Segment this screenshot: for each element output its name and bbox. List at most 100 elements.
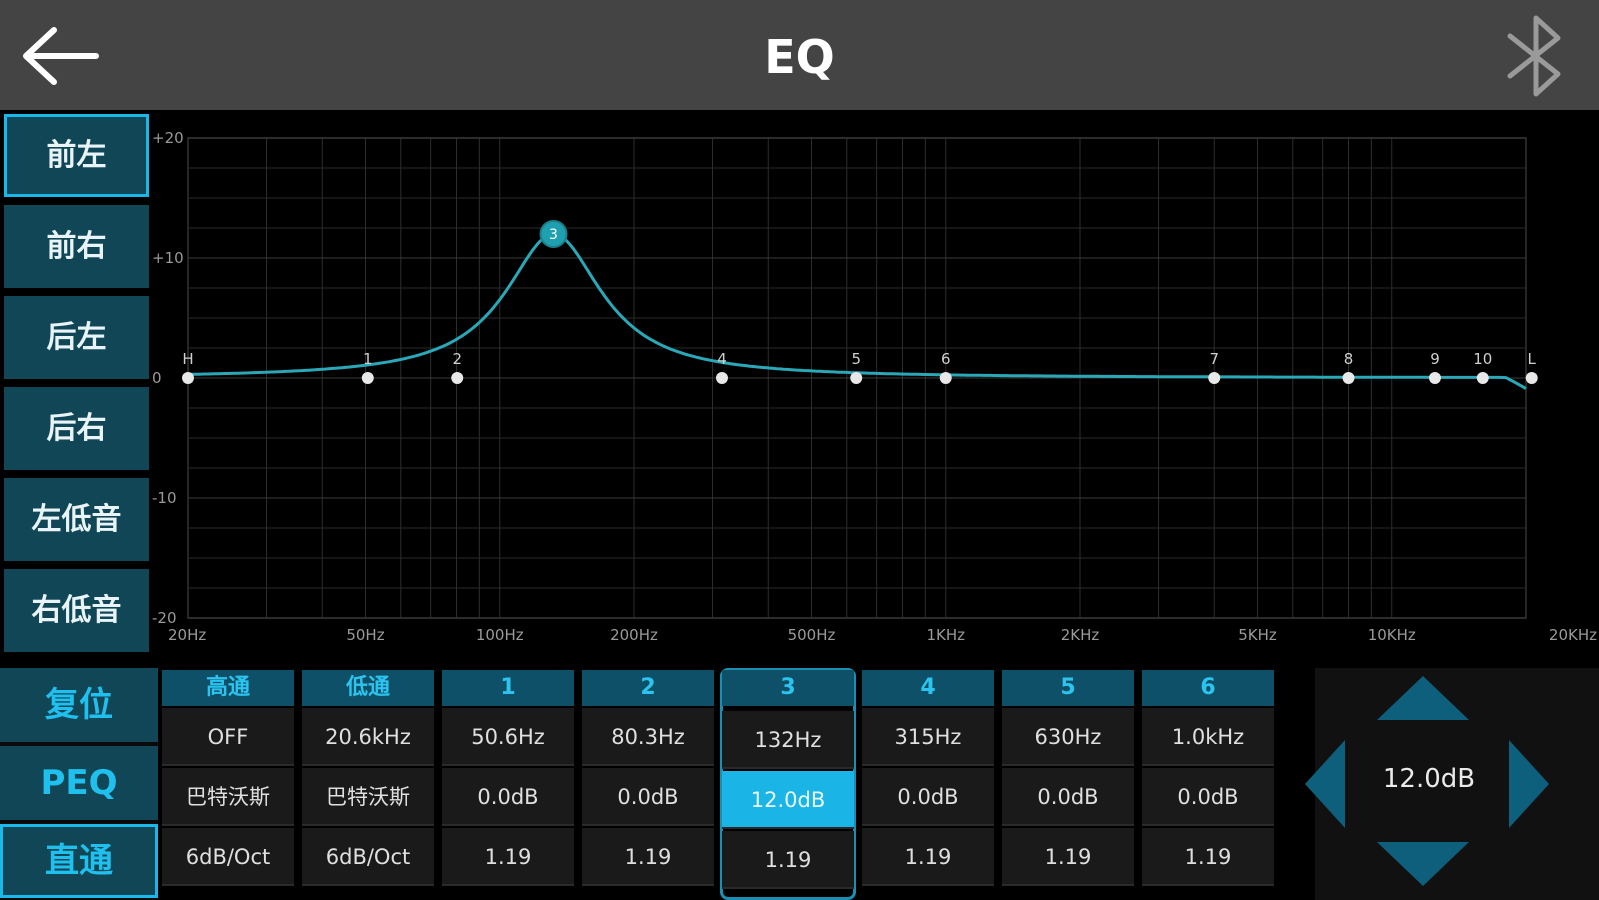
x-tick-label: 500Hz xyxy=(788,626,836,644)
eq-band-point[interactable] xyxy=(1428,372,1441,384)
arrow-left-icon xyxy=(1305,740,1345,828)
previous-button[interactable] xyxy=(1301,734,1351,834)
arrow-down-icon xyxy=(1377,842,1469,886)
frequency-cell[interactable]: 50.6Hz xyxy=(442,708,574,766)
column-header[interactable]: 高通 xyxy=(162,670,294,706)
frequency-cell[interactable]: 80.3Hz xyxy=(582,708,714,766)
q-cell[interactable]: 1.19 xyxy=(442,828,574,886)
y-tick-label: +10 xyxy=(152,249,184,267)
eq-band-point[interactable] xyxy=(182,372,194,384)
eq-band-point-label: 10 xyxy=(1473,350,1492,368)
eq-band-point[interactable] xyxy=(451,372,464,384)
x-tick-label: 2KHz xyxy=(1061,626,1100,644)
x-tick-label: 10KHz xyxy=(1368,626,1416,644)
channel-front-left-button[interactable]: 前左 xyxy=(4,114,149,197)
eq-band-point-selected[interactable] xyxy=(539,220,568,248)
gain-cell[interactable]: 0.0dB xyxy=(582,768,714,826)
column-header[interactable]: 2 xyxy=(582,670,714,706)
header-bar: EQ xyxy=(0,0,1599,110)
q-cell[interactable]: 1.19 xyxy=(1002,828,1134,886)
channel-rear-right-button[interactable]: 后右 xyxy=(4,387,149,470)
frequency-cell[interactable]: 630Hz xyxy=(1002,708,1134,766)
slope-cell[interactable]: 6dB/Oct xyxy=(302,828,434,886)
channel-right-sub-button[interactable]: 右低音 xyxy=(4,569,149,652)
eq-band-point[interactable] xyxy=(1208,372,1221,384)
eq-band-point[interactable] xyxy=(1476,372,1489,384)
x-tick-label: 50Hz xyxy=(346,626,384,644)
arrow-up-icon xyxy=(1377,676,1469,720)
column-header[interactable]: 5 xyxy=(1002,670,1134,706)
increase-button[interactable] xyxy=(1373,672,1473,722)
column-header[interactable]: 1 xyxy=(442,670,574,706)
slope-cell[interactable]: 6dB/Oct xyxy=(162,828,294,886)
eq-band-point-label: L xyxy=(1528,350,1537,368)
back-button[interactable] xyxy=(18,20,102,92)
decrease-button[interactable] xyxy=(1373,840,1473,890)
y-tick-label: 0 xyxy=(152,369,162,387)
eq-band-point-label: 3 xyxy=(549,227,558,243)
bluetooth-icon xyxy=(1507,15,1561,97)
gain-cell[interactable]: 12.0dB xyxy=(722,771,854,829)
eq-band-point-label: 8 xyxy=(1344,350,1354,368)
mode-buttons: 复位 PEQ 直通 xyxy=(0,668,158,900)
column-header[interactable]: 低通 xyxy=(302,670,434,706)
next-button[interactable] xyxy=(1503,734,1553,834)
band-1-column: 1 50.6Hz 0.0dB 1.19 xyxy=(440,668,576,900)
band-2-column: 2 80.3Hz 0.0dB 1.19 xyxy=(580,668,716,900)
gain-cell[interactable]: 0.0dB xyxy=(1002,768,1134,826)
x-tick-label: 5KHz xyxy=(1238,626,1277,644)
y-tick-label: -20 xyxy=(152,609,177,627)
eq-band-point[interactable] xyxy=(939,372,952,384)
eq-band-point-label: 7 xyxy=(1209,350,1219,368)
frequency-cell[interactable]: OFF xyxy=(162,708,294,766)
filter-type-cell[interactable]: 巴特沃斯 xyxy=(302,768,434,826)
frequency-cell[interactable]: 1.0kHz xyxy=(1142,708,1274,766)
eq-band-point[interactable] xyxy=(1525,372,1538,384)
channel-front-right-button[interactable]: 前右 xyxy=(4,205,149,288)
eq-band-point-label: H xyxy=(182,350,193,368)
eq-band-point[interactable] xyxy=(850,372,863,384)
q-cell[interactable]: 1.19 xyxy=(862,828,994,886)
column-header[interactable]: 4 xyxy=(862,670,994,706)
band-4-column: 4 315Hz 0.0dB 1.19 xyxy=(860,668,996,900)
arrow-right-icon xyxy=(1509,740,1549,828)
band-3-column: 3 132Hz 12.0dB 1.19 xyxy=(720,668,856,900)
q-cell[interactable]: 1.19 xyxy=(582,828,714,886)
eq-band-point[interactable] xyxy=(715,372,728,384)
eq-graph-canvas[interactable]: +20 +10 0 -10 -20 20Hz 50Hz 100Hz 200Hz 500Hz 1KH… xyxy=(150,110,1599,668)
x-tick-label: 20KHz xyxy=(1549,626,1597,644)
value-adjust-pad: 12.0dB xyxy=(1305,668,1599,900)
frequency-cell[interactable]: 132Hz xyxy=(722,711,854,769)
eq-band-point-label: 6 xyxy=(941,350,951,368)
bypass-button[interactable]: 直通 xyxy=(0,824,158,898)
frequency-cell[interactable]: 315Hz xyxy=(862,708,994,766)
eq-band-point[interactable] xyxy=(1342,372,1355,384)
column-header[interactable]: 6 xyxy=(1142,670,1274,706)
gain-cell[interactable]: 0.0dB xyxy=(442,768,574,826)
q-cell[interactable]: 1.19 xyxy=(722,831,854,889)
filter-type-cell[interactable]: 巴特沃斯 xyxy=(162,768,294,826)
bluetooth-button[interactable] xyxy=(1500,8,1574,104)
channel-selector: 前左 前右 后左 后右 左低音 右低音 xyxy=(0,110,150,668)
x-tick-label: 200Hz xyxy=(610,626,658,644)
peq-button[interactable]: PEQ xyxy=(0,746,158,820)
gain-cell[interactable]: 0.0dB xyxy=(1142,768,1274,826)
eq-band-point[interactable] xyxy=(361,372,374,384)
band-5-column: 5 630Hz 0.0dB 1.19 xyxy=(1000,668,1136,900)
back-arrow-icon xyxy=(23,27,99,85)
eq-parameter-table: 高通 OFF 巴特沃斯 6dB/Oct 低通 20.6kHz 巴特沃斯 6dB/… xyxy=(160,668,1300,900)
channel-left-sub-button[interactable]: 左低音 xyxy=(4,478,149,561)
channel-rear-left-button[interactable]: 后左 xyxy=(4,296,149,379)
lowpass-column: 低通 20.6kHz 巴特沃斯 6dB/Oct xyxy=(300,668,436,900)
column-header[interactable]: 3 xyxy=(722,670,854,706)
q-cell[interactable]: 1.19 xyxy=(1142,828,1274,886)
eq-band-point-label: 2 xyxy=(452,350,462,368)
frequency-cell[interactable]: 20.6kHz xyxy=(302,708,434,766)
eq-band-point-label: 4 xyxy=(717,350,727,368)
page-title: EQ xyxy=(764,30,835,84)
eq-graph[interactable]: +20 +10 0 -10 -20 20Hz 50Hz 100Hz 200Hz 500Hz 1KH… xyxy=(150,110,1599,668)
reset-button[interactable]: 复位 xyxy=(0,668,158,742)
eq-band-point-label: 9 xyxy=(1430,350,1440,368)
highpass-column: 高通 OFF 巴特沃斯 6dB/Oct xyxy=(160,668,296,900)
gain-cell[interactable]: 0.0dB xyxy=(862,768,994,826)
